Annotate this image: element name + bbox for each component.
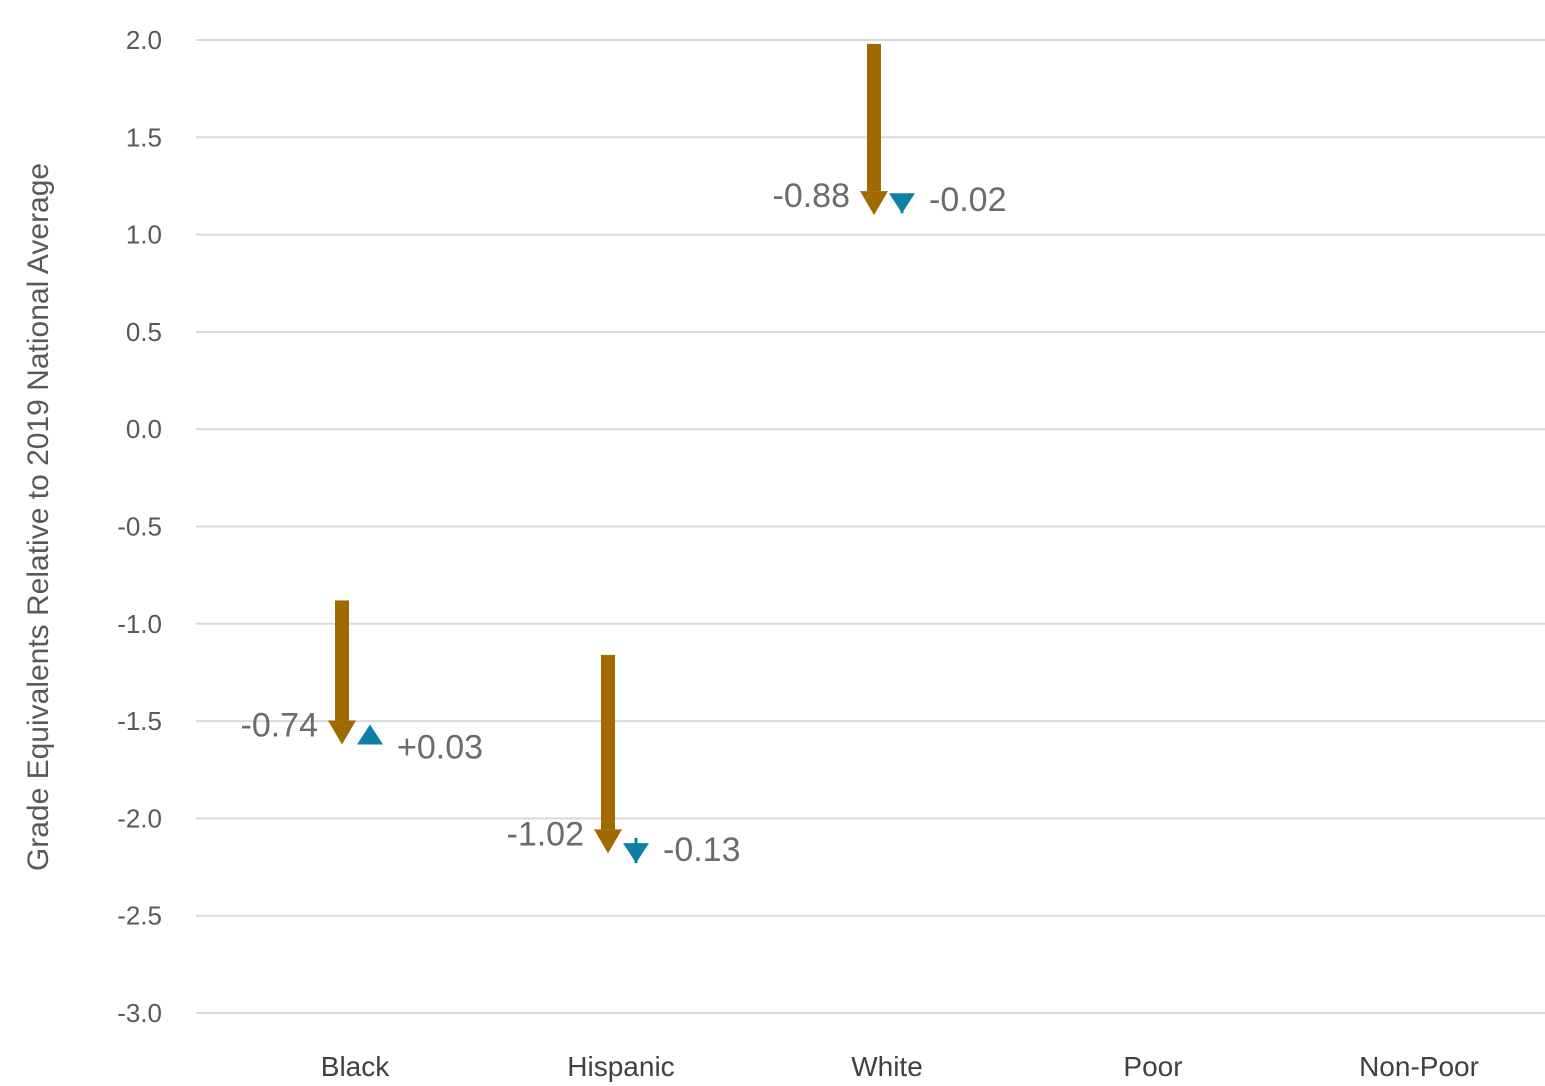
change-marker [889, 193, 915, 214]
marker-value-label: +0.03 [397, 728, 483, 766]
y-tick-label: 2.0 [126, 25, 162, 55]
change-marker [357, 724, 383, 745]
x-category-label: White [851, 1051, 923, 1082]
y-tick-label: 0.5 [126, 317, 162, 347]
y-tick-label: 1.5 [126, 122, 162, 152]
marker-triangle [889, 193, 915, 214]
arrow-head [594, 829, 622, 854]
x-axis-categories: Black Hispanic White Poor Non-Poor [321, 1051, 1479, 1082]
y-tick-label: -0.5 [117, 512, 162, 542]
arrow-shaft [867, 43, 881, 192]
x-category-label: Black [321, 1051, 390, 1082]
x-category-label: Hispanic [567, 1051, 674, 1082]
decline-arrow [328, 600, 356, 745]
x-category-label: Non-Poor [1359, 1051, 1479, 1082]
arrow-shaft [335, 600, 349, 721]
marker-triangle [357, 724, 383, 745]
data-marks [328, 43, 915, 864]
marker-value-label: -0.13 [663, 831, 741, 869]
data-labels: -0.74 -1.02 -0.88 +0.03 -0.13 -0.02 [241, 177, 1007, 869]
arrow-head [328, 720, 356, 745]
y-tick-label: -2.5 [117, 901, 162, 931]
arrow-value-label: -0.74 [241, 706, 319, 744]
arrow-value-label: -1.02 [507, 815, 585, 853]
arrow-shaft [601, 654, 615, 830]
y-axis-ticks: 2.0 1.5 1.0 0.5 0.0 -0.5 -1.0 -1.5 -2.0 -2.5 -3.0 [117, 25, 162, 1028]
y-tick-label: 0.0 [126, 414, 162, 444]
y-axis-title: Grade Equivalents Relative to 2019 Natio… [22, 163, 55, 871]
y-tick-label: 1.0 [126, 220, 162, 250]
y-tick-label: -1.5 [117, 706, 162, 736]
change-marker [623, 837, 649, 864]
decline-arrow [594, 654, 622, 854]
y-tick-label: -1.0 [117, 609, 162, 639]
x-category-label: Poor [1123, 1051, 1182, 1082]
arrow-head [860, 191, 888, 216]
marker-triangle [623, 843, 649, 864]
gridlines [196, 39, 1545, 1014]
marker-value-label: -0.02 [929, 181, 1007, 219]
decline-arrow [860, 43, 888, 216]
y-tick-label: -2.0 [117, 803, 162, 833]
arrow-value-label: -0.88 [773, 177, 851, 215]
y-tick-label: -3.0 [117, 998, 162, 1028]
